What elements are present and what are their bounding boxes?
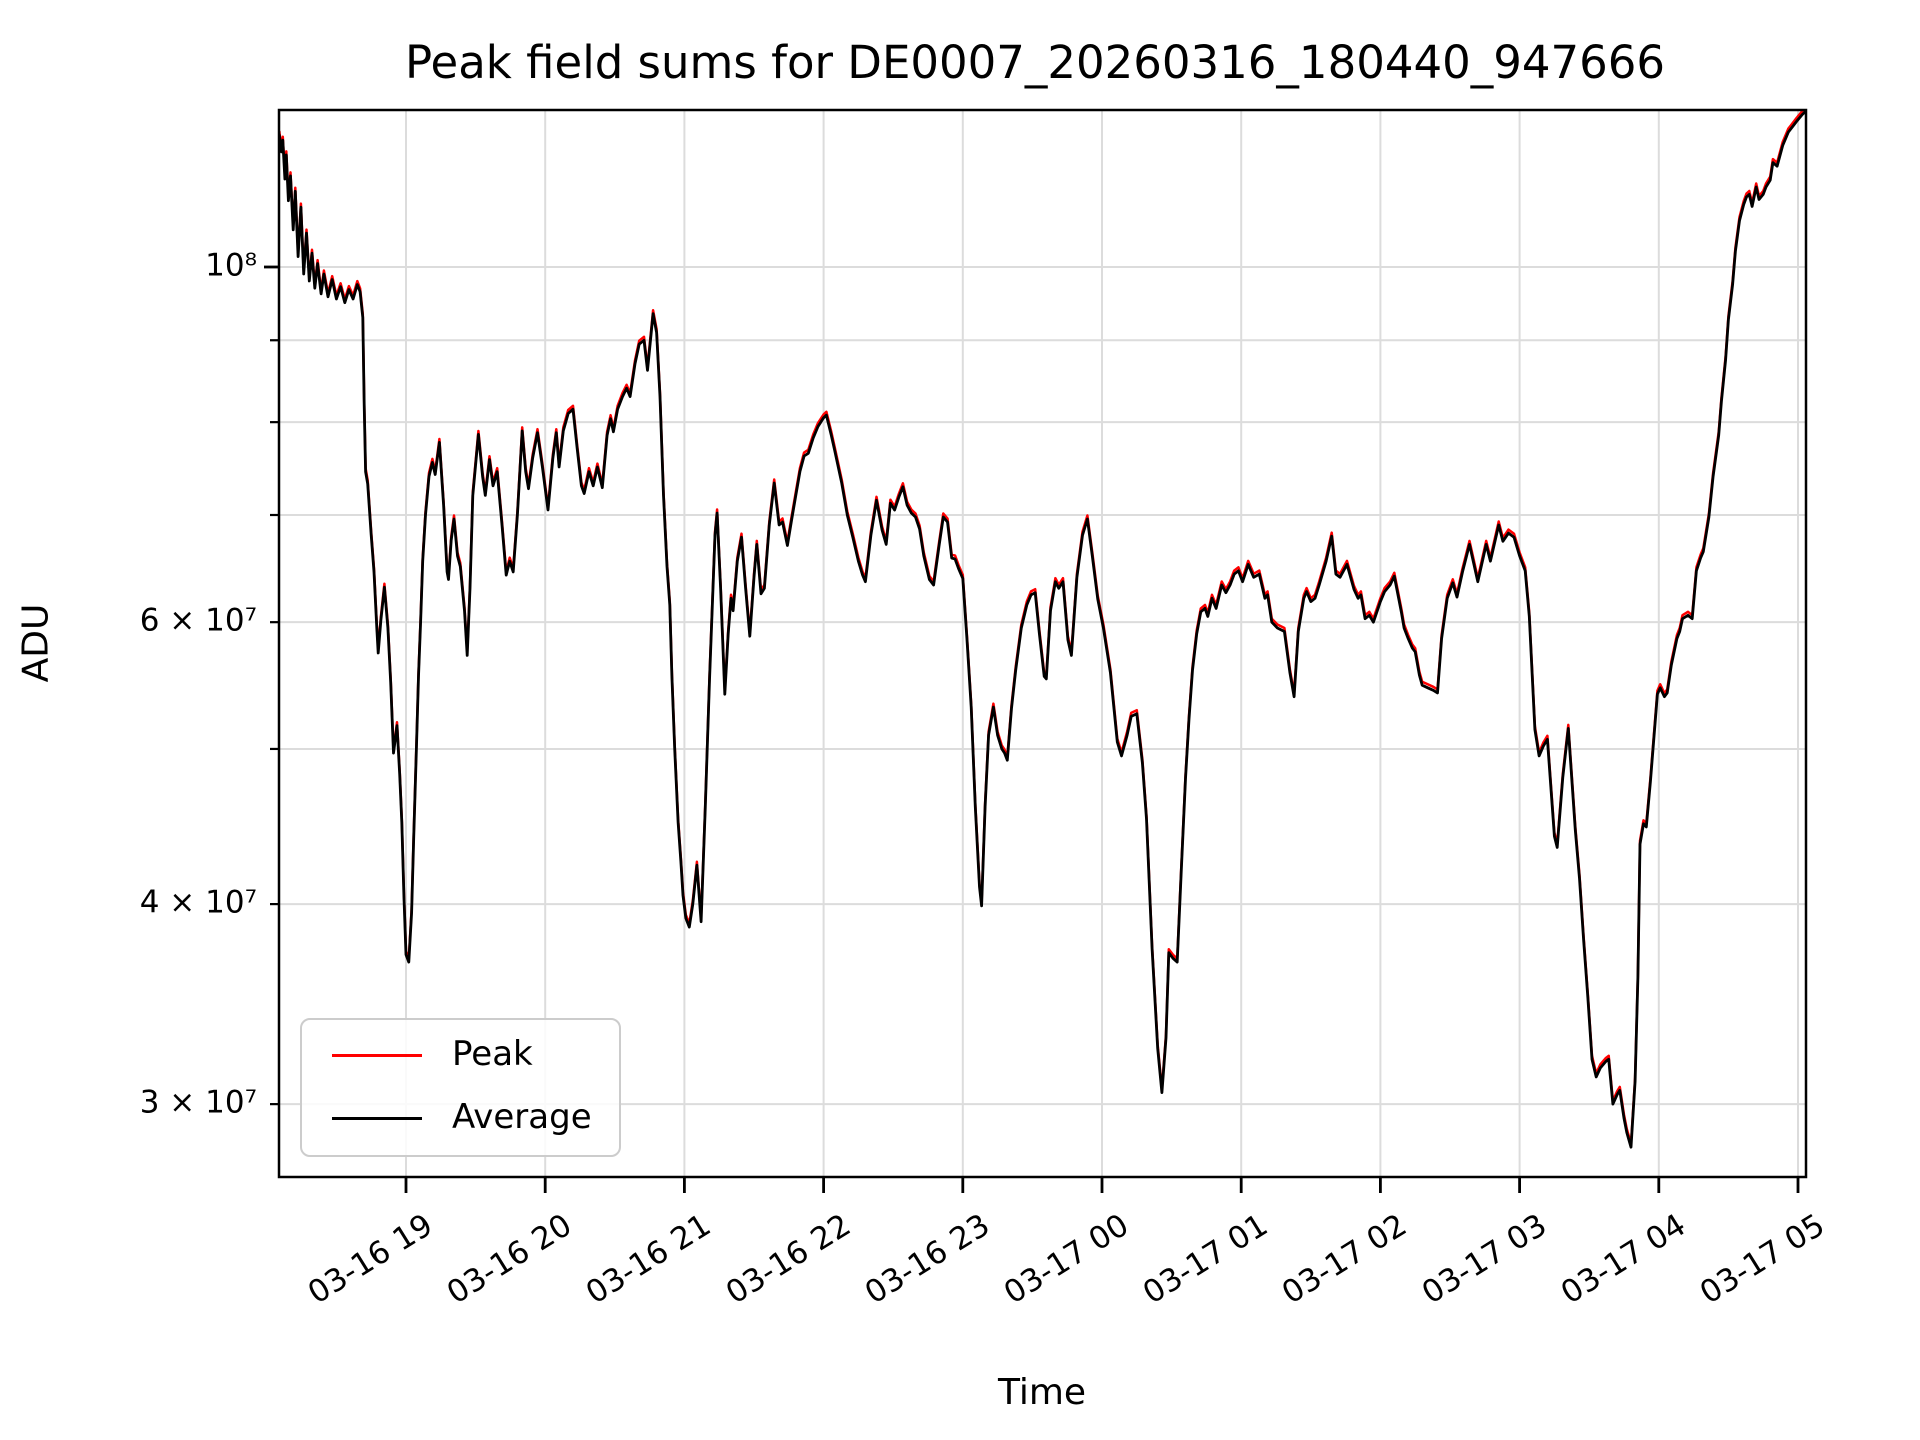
- x-axis-label: Time: [997, 1372, 1087, 1413]
- y-axis-label: ADU: [15, 603, 57, 683]
- y-tick-label: 4 × 10⁷: [139, 884, 257, 921]
- legend-label-average: Average: [452, 1097, 592, 1138]
- series-line-average: [279, 110, 1806, 1149]
- y-tick-label: 10⁸: [205, 247, 257, 284]
- chart-title: Peak field sums for DE0007_20260316_1804…: [405, 36, 1665, 89]
- y-tick-label: 3 × 10⁷: [139, 1084, 257, 1121]
- legend-label-peak: Peak: [452, 1034, 533, 1075]
- legend-line-peak: [332, 1054, 422, 1057]
- y-tick-label: 6 × 10⁷: [139, 602, 257, 639]
- legend-line-average: [332, 1117, 422, 1120]
- plot-border: [277, 108, 1808, 1179]
- series-line-peak: [279, 110, 1806, 1145]
- legend: Peak Average: [300, 1018, 621, 1157]
